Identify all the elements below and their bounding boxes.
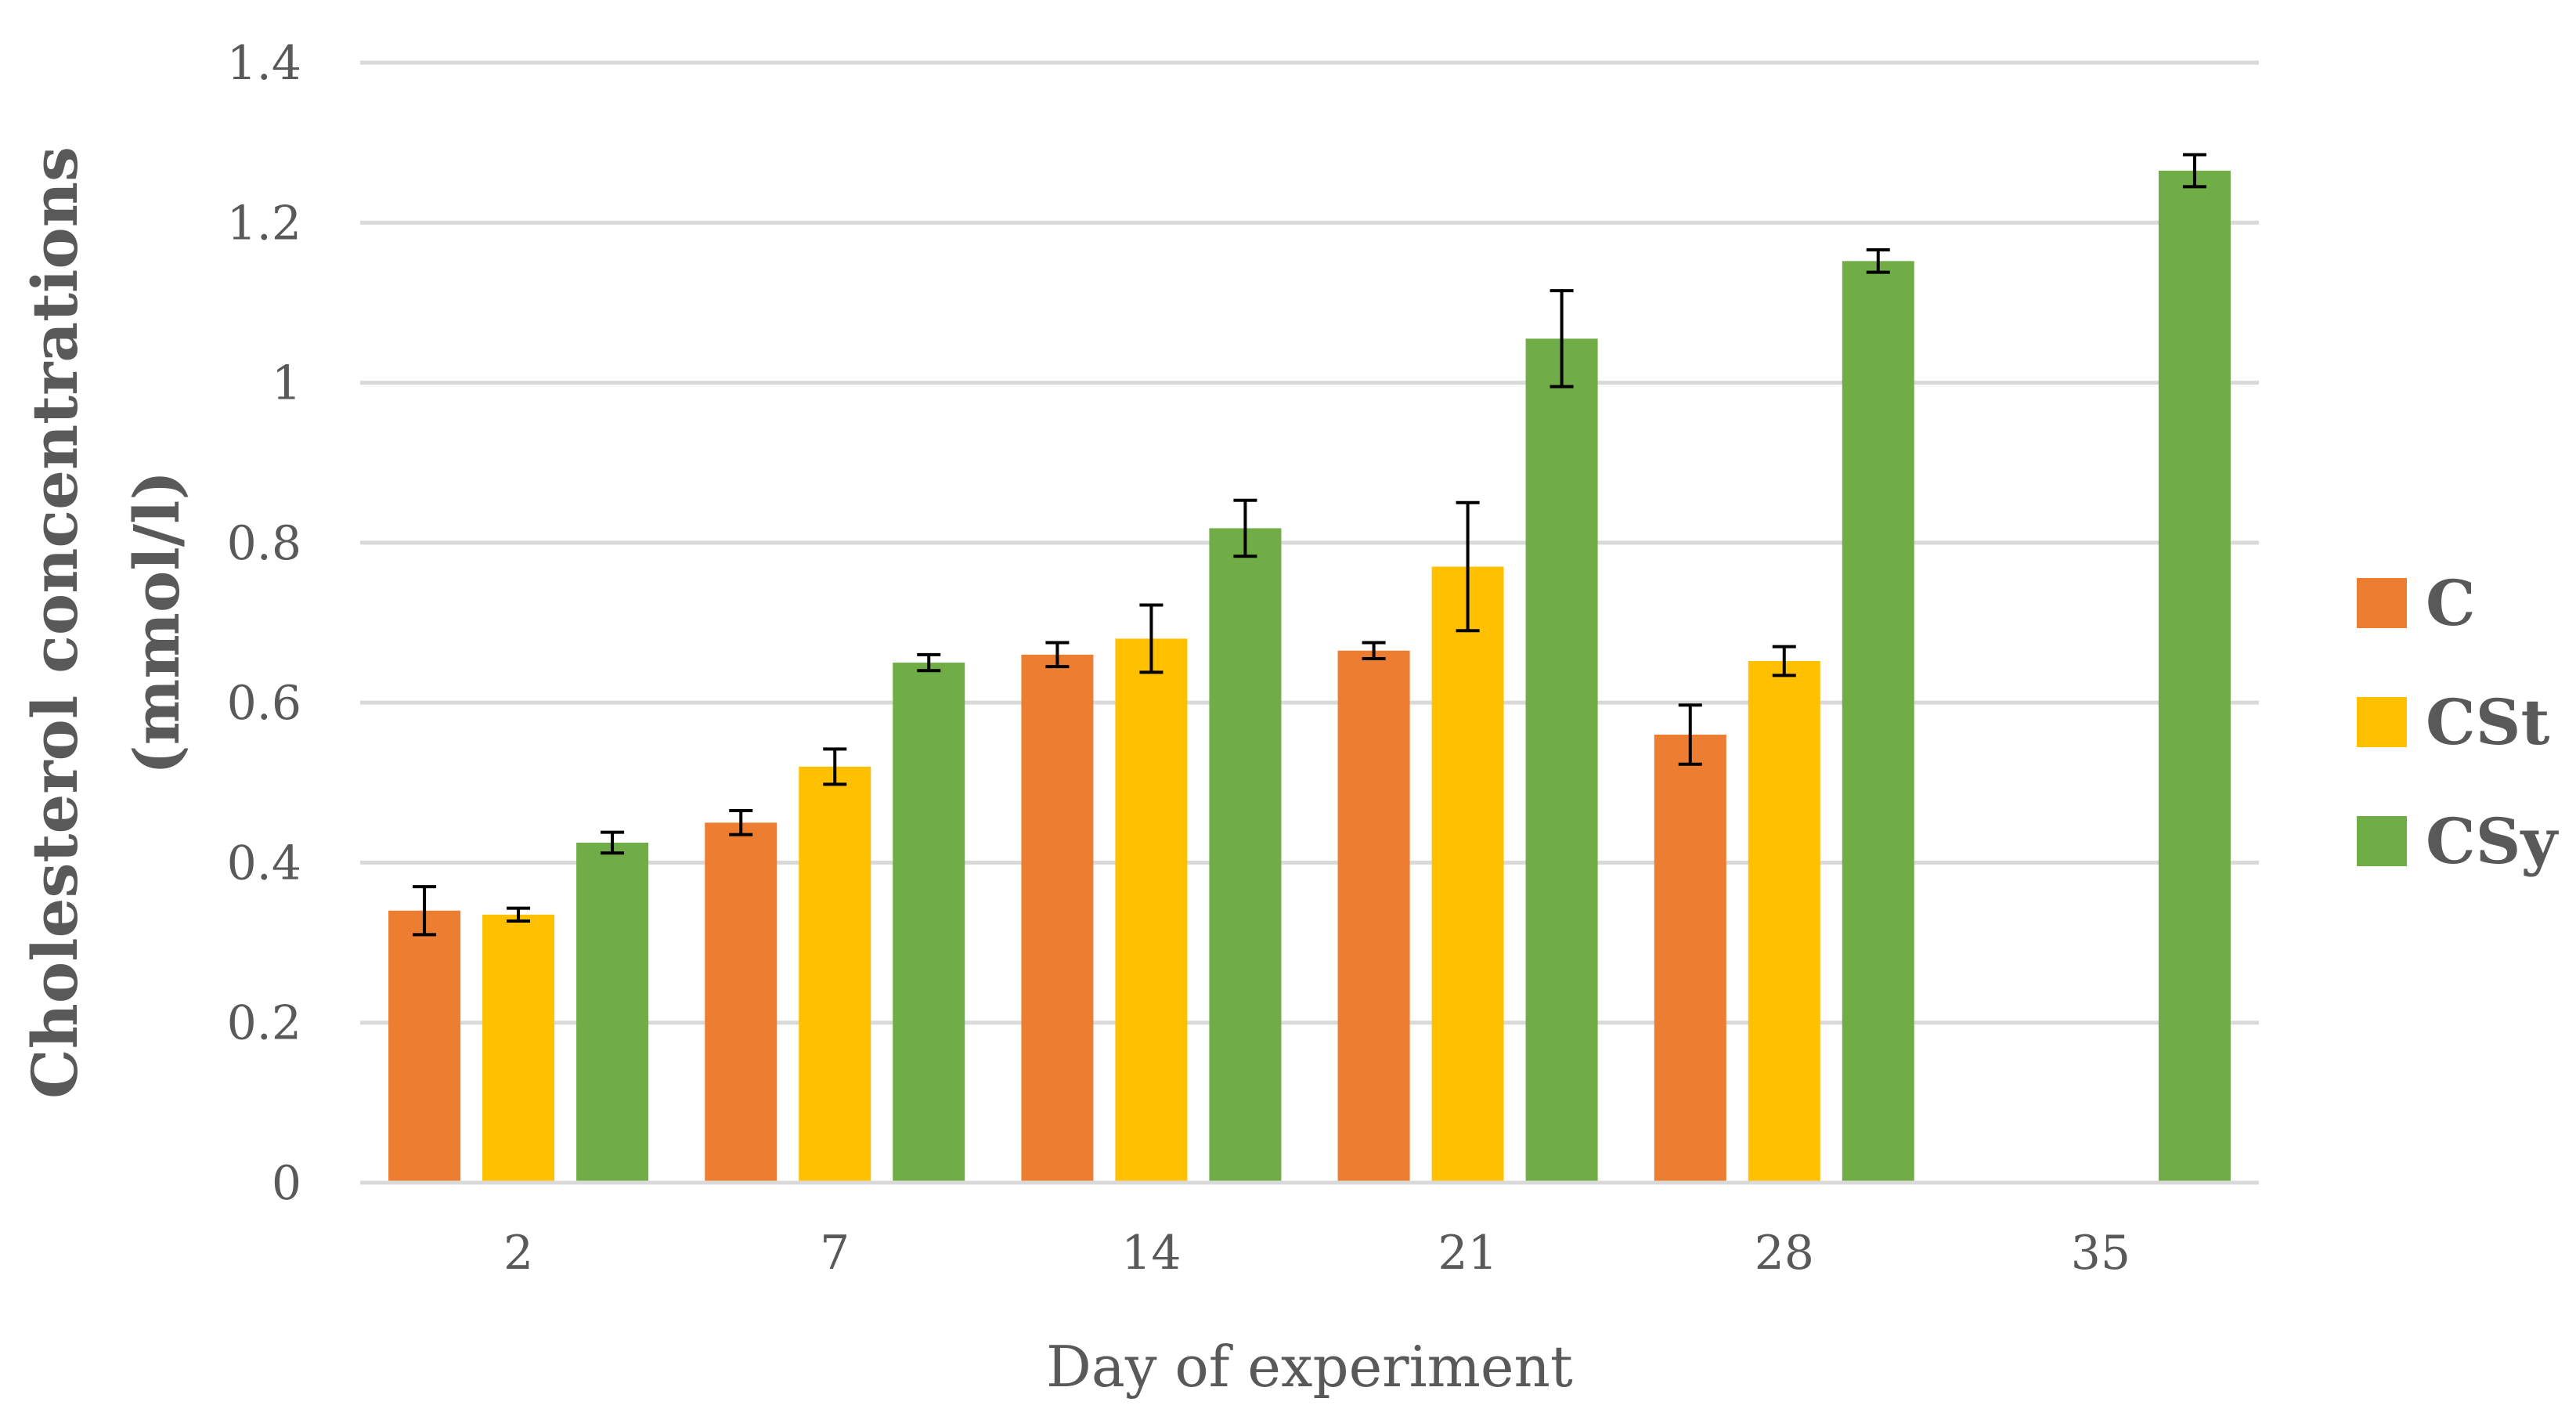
error-bars: [413, 153, 2206, 937]
legend: C CSt CSy: [2357, 566, 2559, 878]
legend-label: C: [2426, 566, 2476, 640]
error-bar-c-day-2: [413, 885, 437, 937]
bar-cst-day-28: [1748, 661, 1820, 1183]
bar-cst-day-14: [1115, 638, 1188, 1183]
legend-item-csy: CSy: [2357, 804, 2559, 878]
bar-c-day-28: [1654, 735, 1726, 1183]
error-bar-csy-day-21: [1550, 289, 1574, 388]
y-tick-label: 0.4: [227, 836, 301, 891]
bar-c-day-7: [705, 822, 777, 1183]
x-tick-label: 35: [2071, 1226, 2130, 1281]
legend-item-cst: CSt: [2357, 685, 2549, 759]
y-tick-label: 1.2: [227, 196, 301, 251]
legend-item-c: C: [2357, 566, 2476, 640]
gridlines: [360, 60, 2259, 1025]
error-bar-c-day-21: [1362, 641, 1386, 660]
legend-label: CSt: [2426, 685, 2549, 759]
y-tick-label: 0.6: [227, 676, 301, 731]
x-tick-label: 2: [503, 1226, 533, 1281]
bar-cst-day-7: [799, 766, 871, 1183]
error-bar-cst-day-2: [507, 906, 531, 923]
x-tick-label: 14: [1121, 1226, 1181, 1281]
error-bar-c-day-28: [1678, 703, 1702, 766]
y-axis-title-line-2: (mmol/l): [120, 471, 193, 775]
y-axis-title-line-1: Cholesterol concentrations: [18, 146, 92, 1099]
error-bar-cst-day-28: [1772, 645, 1796, 677]
error-bar-cst-day-7: [823, 747, 847, 786]
legend-swatch: [2357, 578, 2407, 628]
error-bar-c-day-14: [1045, 641, 1070, 669]
x-axis-ticks: 2 7 14 21 28 35: [503, 1226, 2130, 1281]
legend-swatch: [2357, 816, 2407, 866]
y-tick-label: 1: [272, 356, 301, 411]
bar-csy-day-7: [893, 663, 965, 1183]
x-tick-label: 7: [820, 1226, 850, 1281]
y-tick-label: 0.8: [227, 516, 301, 571]
bar-csy-day-35: [2158, 170, 2231, 1183]
legend-label: CSy: [2426, 804, 2559, 878]
y-tick-label: 0.2: [227, 996, 301, 1051]
x-tick-label: 21: [1438, 1226, 1497, 1281]
bar-csy-day-14: [1209, 528, 1282, 1183]
bar-cst-day-21: [1431, 566, 1504, 1183]
error-bar-cst-day-14: [1139, 603, 1164, 674]
bar-csy-day-28: [1842, 261, 1914, 1183]
bar-cst-day-2: [482, 914, 555, 1183]
y-tick-label: 1.4: [227, 36, 301, 91]
bar-c-day-14: [1021, 654, 1094, 1183]
bar-csy-day-2: [576, 842, 649, 1183]
error-bar-cst-day-21: [1456, 500, 1480, 633]
error-bar-csy-day-7: [917, 652, 941, 673]
x-tick-label: 28: [1755, 1226, 1814, 1281]
error-bar-c-day-7: [729, 809, 753, 836]
error-bar-csy-day-35: [2182, 153, 2206, 189]
legend-swatch: [2357, 697, 2407, 747]
bar-csy-day-21: [1525, 338, 1598, 1183]
y-axis-title: Cholesterol concentrations (mmol/l): [18, 146, 193, 1099]
bar-c-day-21: [1337, 650, 1410, 1183]
y-axis-ticks: 0 0.2 0.4 0.6 0.8 1 1.2 1.4: [227, 36, 301, 1211]
y-tick-label: 0: [272, 1156, 301, 1211]
bars: [388, 170, 2231, 1183]
error-bar-csy-day-14: [1233, 498, 1257, 558]
x-axis-title: Day of experiment: [1046, 1334, 1573, 1400]
error-bar-csy-day-2: [601, 830, 625, 855]
error-bar-csy-day-28: [1866, 248, 1890, 274]
bar-c-day-2: [388, 910, 461, 1183]
